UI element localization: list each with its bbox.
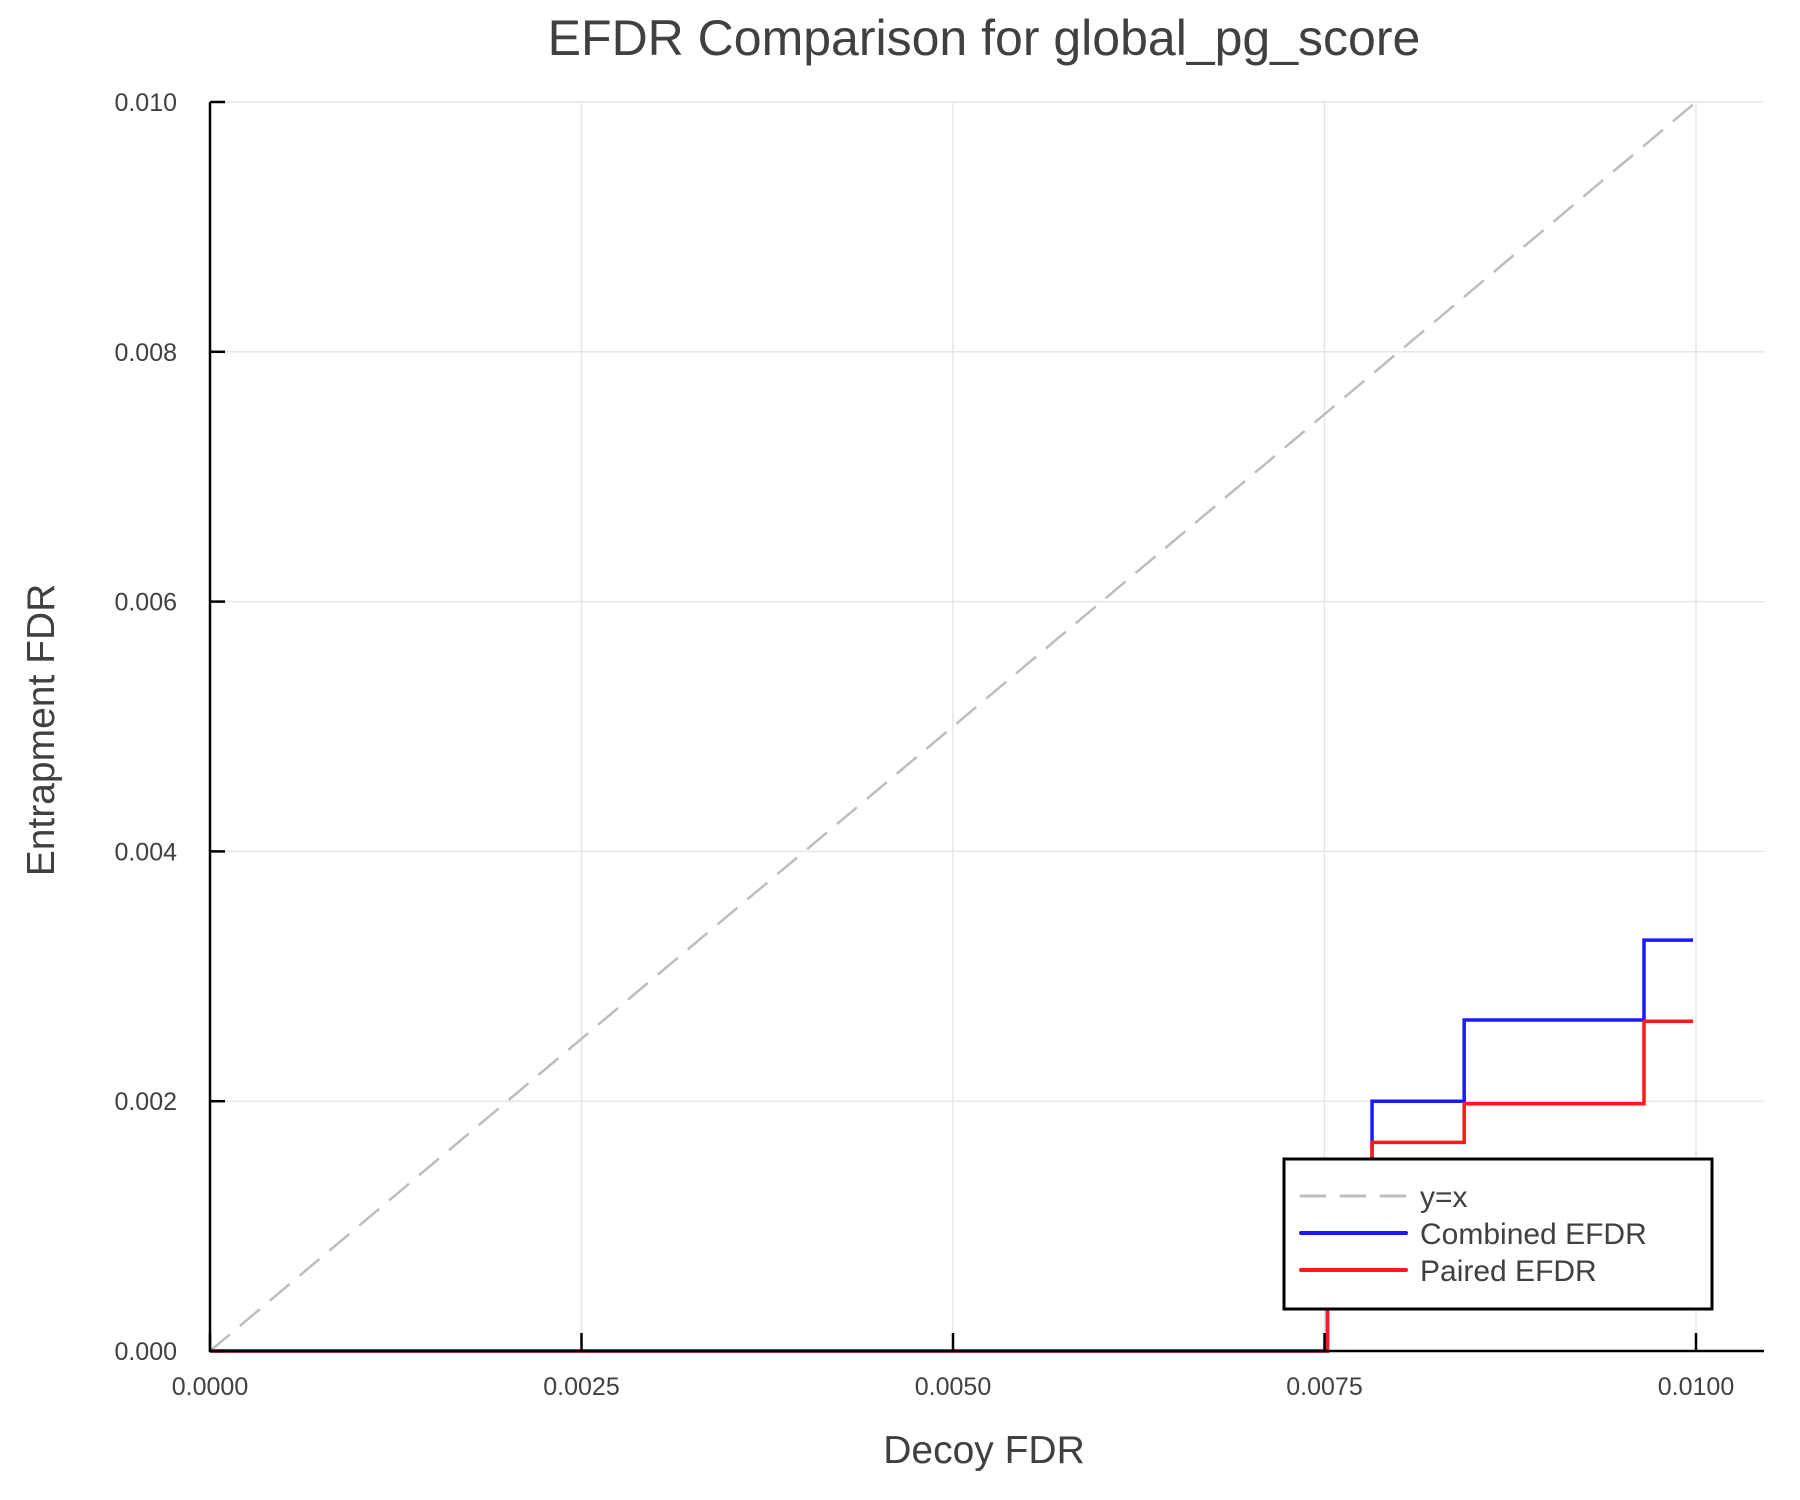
y-tick-label: 0.008: [114, 339, 177, 367]
x-tick-label: 0.0100: [1658, 1373, 1734, 1401]
legend-label: y=x: [1420, 1181, 1468, 1214]
y-axis-label: Entrapment FDR: [20, 584, 63, 877]
x-tick-label: 0.0075: [1286, 1373, 1362, 1401]
y-tick-label: 0.006: [114, 589, 177, 617]
y-tick-label: 0.004: [114, 838, 177, 866]
legend-label: Paired EFDR: [1420, 1255, 1597, 1288]
legend-label: Combined EFDR: [1420, 1218, 1647, 1251]
y-tick-label: 0.002: [114, 1088, 177, 1116]
x-tick-label: 0.0050: [915, 1373, 991, 1401]
y-tick-label: 0.000: [114, 1338, 177, 1366]
chart-title: EFDR Comparison for global_pg_score: [548, 10, 1421, 66]
y-tick-label: 0.010: [114, 89, 177, 117]
x-tick-label: 0.0025: [543, 1373, 619, 1401]
x-axis-label: Decoy FDR: [883, 1429, 1085, 1472]
x-tick-label: 0.0000: [172, 1373, 248, 1401]
axes: 0.0000 0.0025 0.0050 0.0075 0.0100 0.000 0.002…: [114, 89, 1764, 1401]
legend: y=x Combined EFDR Paired EFDR: [1282, 1157, 1714, 1311]
series-y-x: [209, 101, 1697, 1352]
